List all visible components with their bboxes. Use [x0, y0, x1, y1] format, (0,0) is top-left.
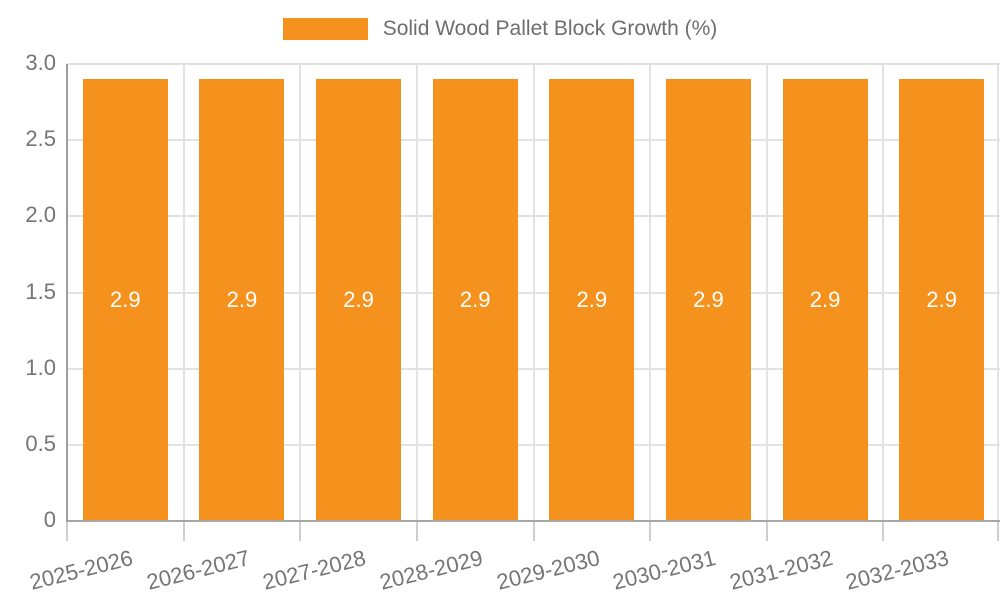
bar-value-label: 2.9: [459, 287, 491, 313]
x-axis-tick: [66, 521, 68, 541]
y-axis-line: [66, 64, 68, 521]
bar: [199, 79, 285, 521]
legend-label: Solid Wood Pallet Block Growth (%): [382, 17, 718, 40]
y-axis-tick-label: 0.5: [25, 430, 56, 456]
x-axis-tick: [415, 521, 418, 541]
x-gridline: [649, 64, 652, 521]
bar-value-label: 2.9: [693, 287, 724, 313]
bar-value-label: 2.9: [110, 287, 141, 313]
x-gridline: [532, 64, 535, 521]
y-axis-tick-label: 1.5: [25, 278, 56, 304]
x-axis-tick-label: 2025-2026: [27, 545, 136, 595]
x-axis-tick-label: 2029-2030: [493, 545, 602, 595]
x-gridline: [299, 64, 302, 521]
bar-value-label: 2.9: [343, 287, 374, 313]
bar: [782, 79, 868, 521]
legend: Solid Wood Pallet Block Growth (%): [0, 17, 1000, 41]
x-axis-tick: [532, 521, 535, 541]
bar: [665, 79, 751, 521]
y-axis-tick-label: 3.0: [25, 49, 56, 75]
x-axis-tick: [997, 521, 999, 541]
bar: [432, 79, 518, 521]
x-gridline: [415, 64, 418, 521]
x-gridline: [765, 64, 768, 521]
x-axis-tick: [182, 521, 185, 541]
bar-value-label: 2.9: [226, 287, 258, 313]
y-axis-tick-label: 1.0: [25, 354, 56, 380]
x-axis-tick-label: 2032-2033: [843, 545, 952, 595]
x-axis-tick-label: 2031-2032: [726, 545, 836, 595]
bar-value-label: 2.9: [576, 287, 608, 313]
bar: [899, 79, 985, 521]
y-axis-tick-label: 2.5: [25, 126, 56, 152]
x-axis-tick: [649, 521, 652, 541]
y-axis-tick-label: 0: [43, 506, 56, 532]
x-axis-line: [66, 520, 1000, 522]
x-axis-tick-label: 2030-2031: [610, 545, 719, 595]
x-axis-tick: [299, 521, 302, 541]
bar: [82, 79, 168, 521]
legend-swatch: [282, 18, 368, 40]
bar: [316, 79, 402, 521]
x-axis-tick: [765, 521, 768, 541]
x-gridline: [882, 64, 885, 521]
x-axis-tick-label: 2028-2029: [377, 545, 486, 595]
bar-value-label: 2.9: [809, 287, 841, 313]
x-axis-tick: [882, 521, 885, 541]
x-gridline: [182, 64, 185, 521]
x-axis-tick-label: 2027-2028: [260, 545, 369, 595]
bar: [549, 79, 635, 521]
y-axis-tick-label: 2.0: [25, 202, 56, 228]
x-axis-tick-label: 2026-2027: [143, 545, 252, 595]
bar-value-label: 2.9: [926, 287, 957, 313]
x-gridline: [997, 64, 999, 521]
